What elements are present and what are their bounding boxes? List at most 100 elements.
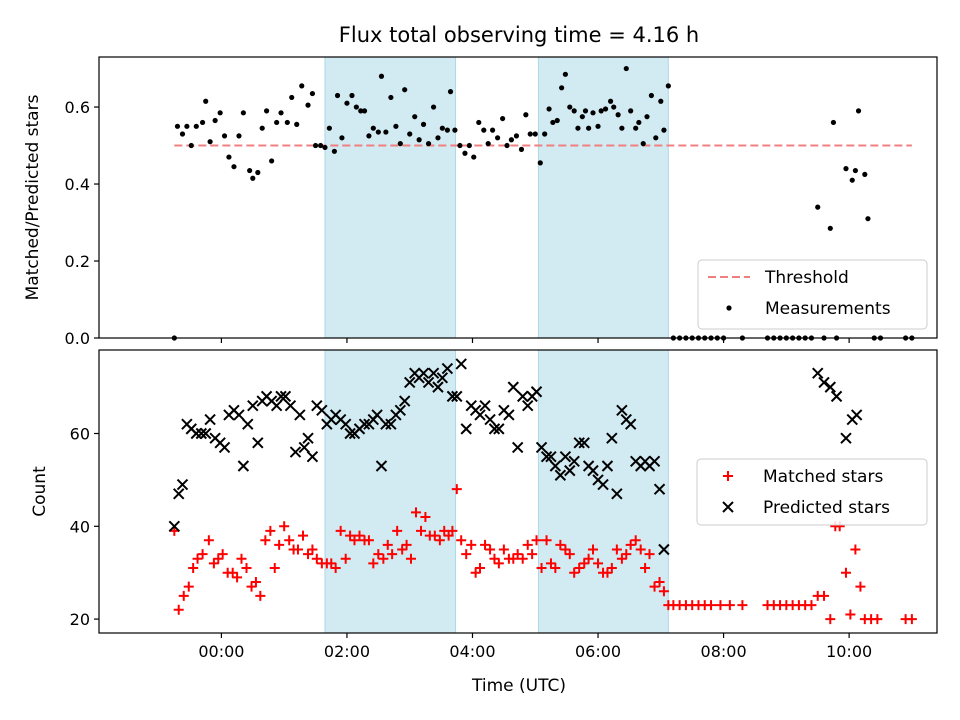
matched-star-point xyxy=(498,544,509,555)
matched-star-point xyxy=(284,535,295,546)
matched-star-point xyxy=(606,563,617,574)
legend-threshold-label: Threshold xyxy=(764,268,849,288)
matched-star-point xyxy=(405,553,416,564)
measurement-point xyxy=(284,119,290,126)
ratio-panel: 0.0 0.2 0.4 0.6 Matched/Predicted stars Thres… xyxy=(23,56,938,348)
observing-interval-shade xyxy=(324,349,457,634)
matched-star-point xyxy=(368,558,379,569)
measurement-point xyxy=(550,119,556,126)
predicted-star-point xyxy=(233,409,245,421)
y-tick-label: 20 xyxy=(70,610,90,629)
measurement-point xyxy=(444,127,450,133)
predicted-star-point xyxy=(479,399,491,412)
predicted-star-point xyxy=(441,362,454,375)
measurement-point xyxy=(383,129,389,135)
measurement-point xyxy=(326,125,332,131)
x-tick-label: 08:00 xyxy=(701,642,747,661)
predicted-star-point xyxy=(316,404,328,417)
count-panel: 20 40 60 00:00 02:00 04:00 06:00 08:00 10:00 Coun… xyxy=(30,349,938,661)
predicted-star-point xyxy=(601,460,614,472)
measurement-point xyxy=(504,142,510,149)
measurement-point xyxy=(212,117,218,124)
measurement-point xyxy=(412,114,418,120)
predicted-star-point xyxy=(559,450,572,463)
matched-star-point xyxy=(512,549,523,560)
y-tick-label: 60 xyxy=(70,425,90,444)
predicted-star-point xyxy=(535,441,548,454)
measurement-point xyxy=(358,108,364,114)
matched-star-point xyxy=(311,553,322,564)
measurement-point xyxy=(259,125,265,131)
measurement-point xyxy=(537,160,543,166)
measurement-point xyxy=(305,102,311,108)
measurement-point xyxy=(595,123,601,129)
predicted-star-point xyxy=(850,409,863,421)
measurement-point xyxy=(174,123,181,129)
measurement-point xyxy=(523,112,529,118)
matched-star-point xyxy=(640,563,651,574)
matched-star-point xyxy=(855,581,866,592)
matched-star-point xyxy=(517,553,528,564)
y-tick-label: 0.6 xyxy=(65,98,90,117)
matched-star-point xyxy=(173,604,184,615)
matched-star-point xyxy=(541,535,552,546)
measurement-point xyxy=(653,135,659,141)
matched-star-point xyxy=(489,553,500,564)
predicted-star-point xyxy=(484,413,496,426)
measurement-point xyxy=(602,106,609,112)
measurement-point xyxy=(489,127,496,133)
measurement-point xyxy=(527,131,533,137)
predicted-star-point xyxy=(190,427,203,440)
predicted-star-point xyxy=(511,441,524,454)
measurement-point xyxy=(420,121,427,127)
predicted-star-point xyxy=(436,372,449,384)
matched-star-point xyxy=(246,581,257,592)
matched-star-point xyxy=(217,549,228,560)
measurement-point xyxy=(334,92,341,99)
measurement-point xyxy=(546,106,552,112)
measurement-point xyxy=(407,131,413,137)
matched-star-point xyxy=(545,558,556,569)
predicted-star-point xyxy=(427,367,440,379)
measurement-point xyxy=(366,133,372,139)
matched-star-point xyxy=(724,600,735,611)
measurement-point xyxy=(518,146,525,152)
predicted-star-point xyxy=(422,376,435,389)
predicted-star-point xyxy=(398,395,411,407)
matched-star-point xyxy=(250,576,261,587)
matched-star-point xyxy=(349,535,360,546)
predicted-star-point xyxy=(302,432,314,444)
y-axis-label: Count xyxy=(30,466,50,517)
matched-star-point xyxy=(560,544,571,555)
matched-star-point xyxy=(840,567,851,578)
predicted-star-point xyxy=(279,390,292,403)
predicted-star-point xyxy=(417,367,430,379)
measurement-point xyxy=(457,142,463,149)
measurement-point xyxy=(203,98,209,104)
matched-star-point xyxy=(906,614,917,625)
measurement-point xyxy=(322,144,328,151)
measurement-point xyxy=(532,131,538,137)
matched-star-point xyxy=(265,525,276,536)
measurement-point xyxy=(628,108,634,114)
measurement-point xyxy=(317,142,324,149)
predicted-star-point xyxy=(358,418,371,430)
predicted-star-point xyxy=(218,441,231,454)
measurement-point xyxy=(661,127,667,133)
matched-star-point xyxy=(260,535,271,546)
matched-star-point xyxy=(410,507,421,518)
legend-predicted-swatch xyxy=(722,501,734,513)
measurement-point xyxy=(361,108,368,114)
predicted-star-point xyxy=(549,460,562,472)
matched-star-point xyxy=(550,563,561,574)
chart-title: Flux total observing time = 4.16 h xyxy=(339,23,699,47)
predicted-star-point xyxy=(540,450,553,463)
predicted-star-point xyxy=(573,437,585,449)
measurement-point xyxy=(255,169,261,176)
measurement-point xyxy=(658,98,664,104)
matched-star-point xyxy=(654,576,665,587)
measurement-point xyxy=(344,100,350,106)
matched-star-point xyxy=(564,549,575,560)
matched-star-point xyxy=(326,558,337,569)
